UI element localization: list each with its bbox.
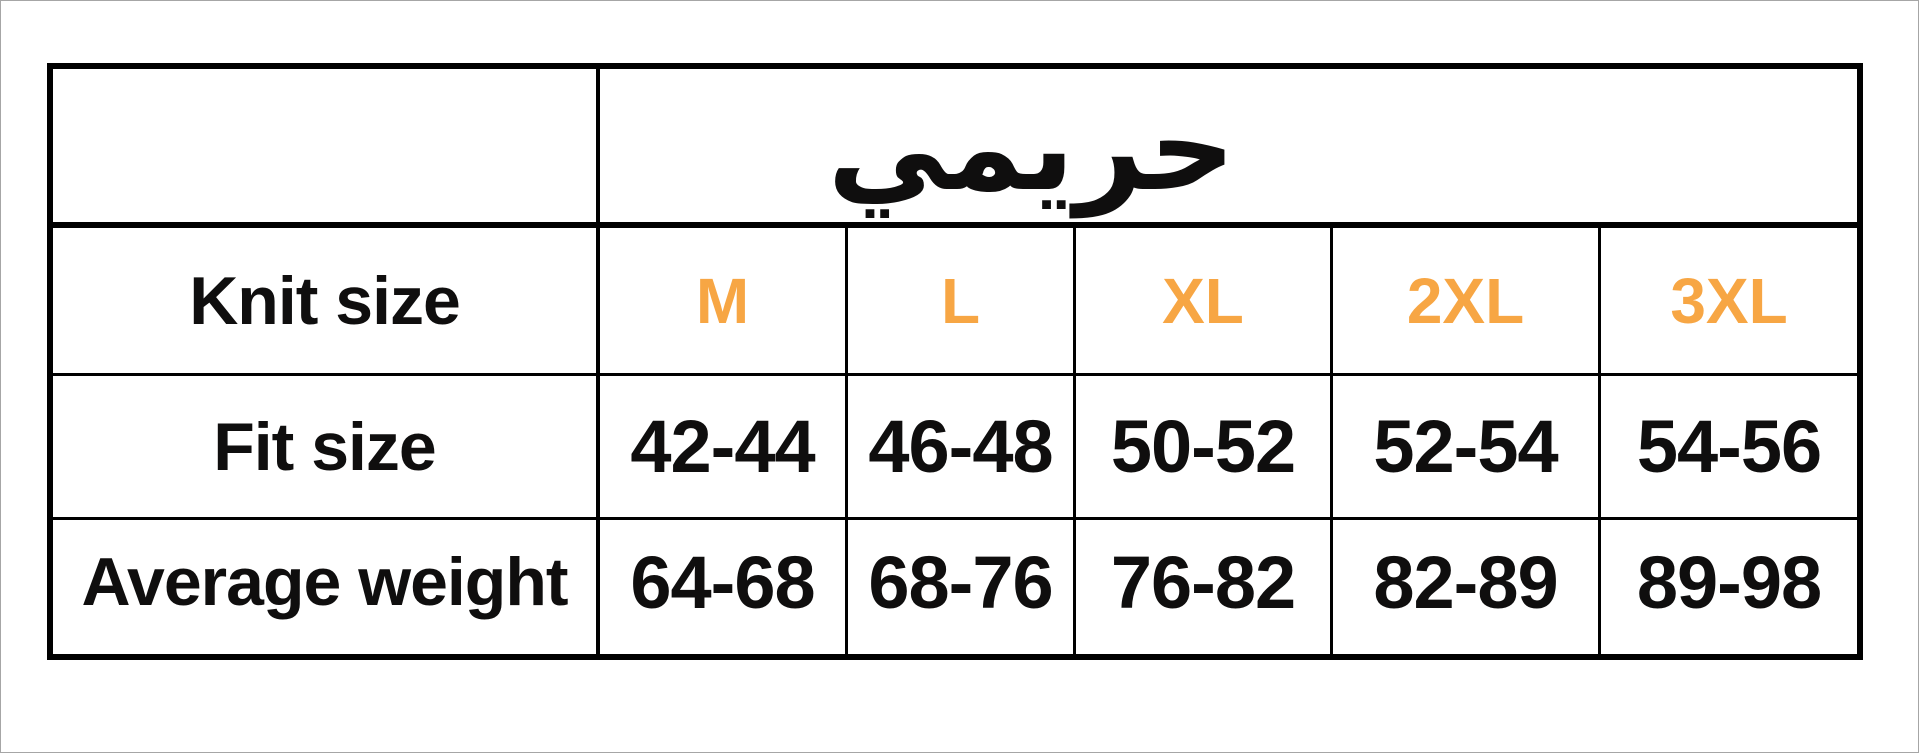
average-weight-2xl: 82-89 xyxy=(1373,540,1558,624)
row-label-knit-size: Knit size xyxy=(53,228,600,376)
average-weight-cell-l: 68-76 xyxy=(848,520,1076,654)
average-weight-label: Average weight xyxy=(81,544,568,620)
average-weight-cell-m: 64-68 xyxy=(600,520,848,654)
knit-size-m: M xyxy=(695,264,750,337)
fit-size-xl: 50-52 xyxy=(1110,405,1296,488)
fit-size-m: 42-44 xyxy=(630,405,815,488)
fit-size-cell-xl: 50-52 xyxy=(1076,376,1333,520)
fit-size-cell-2xl: 52-54 xyxy=(1333,376,1601,520)
average-weight-xl: 76-82 xyxy=(1110,540,1296,624)
average-weight-cell-xl: 76-82 xyxy=(1076,520,1333,654)
category-header-cell: حريمي xyxy=(600,69,1857,228)
fit-size-3xl: 54-56 xyxy=(1636,405,1822,488)
average-weight-cell-2xl: 82-89 xyxy=(1333,520,1601,654)
fit-size-cell-3xl: 54-56 xyxy=(1601,376,1857,520)
fit-size-cell-l: 46-48 xyxy=(848,376,1076,520)
knit-size-xl: XL xyxy=(1162,264,1244,337)
knit-size-3xl: 3XL xyxy=(1670,264,1788,337)
knit-size-label: Knit size xyxy=(189,262,461,339)
knit-size-cell-l: L xyxy=(848,228,1076,376)
knit-size-cell-3xl: 3XL xyxy=(1601,228,1857,376)
knit-size-l: L xyxy=(940,264,981,337)
fit-size-label: Fit size xyxy=(213,408,436,485)
average-weight-m: 64-68 xyxy=(630,540,815,624)
fit-size-l: 46-48 xyxy=(868,405,1053,488)
row-label-average-weight: Average weight xyxy=(53,520,600,654)
knit-size-cell-xl: XL xyxy=(1076,228,1333,376)
knit-size-cell-m: M xyxy=(600,228,848,376)
average-weight-3xl: 89-98 xyxy=(1636,540,1822,624)
average-weight-cell-3xl: 89-98 xyxy=(1601,520,1857,654)
empty-corner-cell xyxy=(53,69,600,228)
category-header-arabic-text: حريمي xyxy=(827,79,1236,218)
row-label-fit-size: Fit size xyxy=(53,376,600,520)
size-chart-table: حريمي Knit size M L XL 2XL 3XL Fit size … xyxy=(47,63,1863,660)
knit-size-2xl: 2XL xyxy=(1406,264,1525,337)
knit-size-cell-2xl: 2XL xyxy=(1333,228,1601,376)
fit-size-cell-m: 42-44 xyxy=(600,376,848,520)
average-weight-l: 68-76 xyxy=(868,540,1053,624)
fit-size-2xl: 52-54 xyxy=(1373,405,1558,488)
